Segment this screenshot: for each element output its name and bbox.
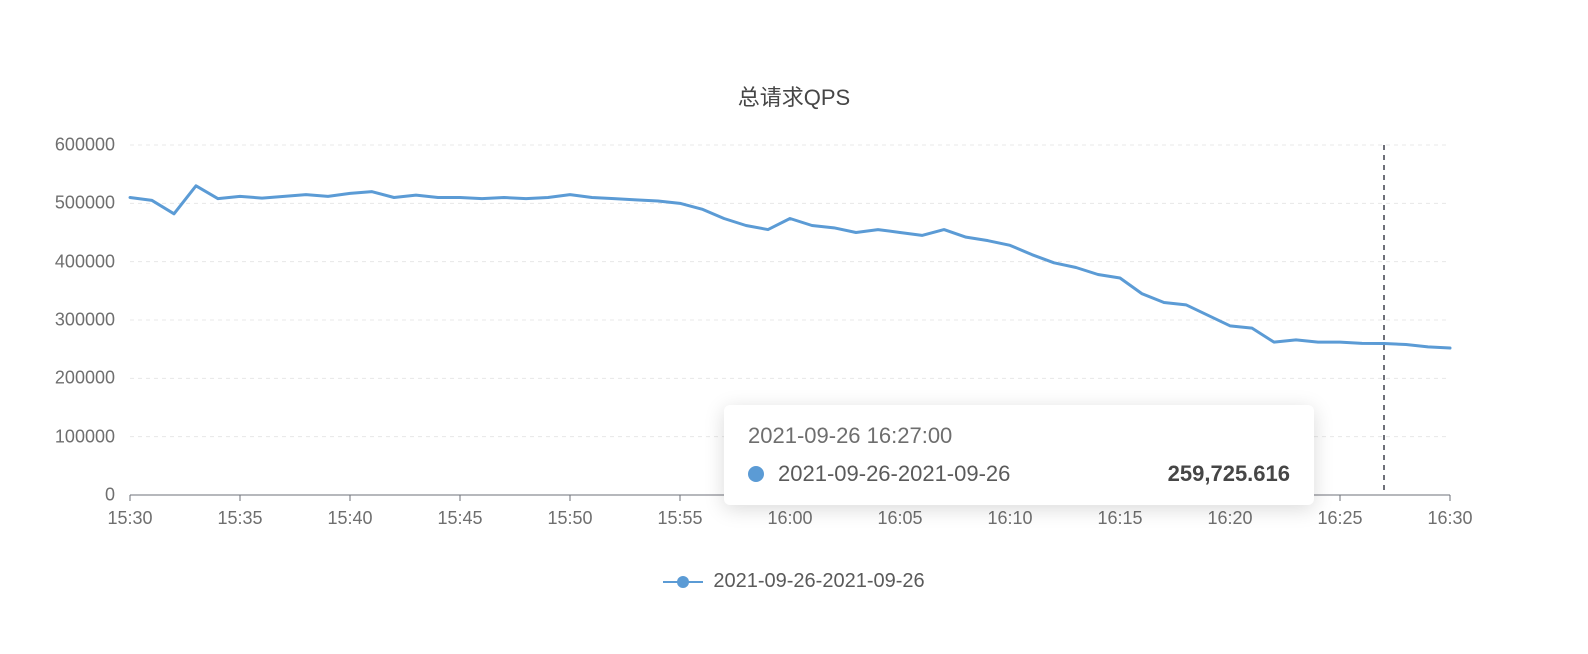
legend-line-icon	[663, 581, 703, 583]
x-tick-label: 16:20	[1207, 508, 1252, 529]
x-axis: 15:3015:3515:4015:4515:5015:5516:0016:05…	[130, 500, 1450, 540]
x-tick-label: 16:25	[1317, 508, 1362, 529]
x-tick-label: 16:30	[1427, 508, 1472, 529]
y-tick-label: 0	[0, 485, 115, 506]
x-tick-label: 15:30	[107, 508, 152, 529]
x-tick-label: 15:40	[327, 508, 372, 529]
x-tick-label: 15:50	[547, 508, 592, 529]
legend-dot-icon	[677, 576, 689, 588]
x-tick-label: 15:35	[217, 508, 262, 529]
y-tick-label: 500000	[0, 193, 115, 214]
y-tick-label: 300000	[0, 310, 115, 331]
tooltip-dot-icon	[748, 466, 764, 482]
x-tick-label: 16:10	[987, 508, 1032, 529]
tooltip-value: 259,725.616	[1168, 461, 1290, 487]
y-tick-label: 400000	[0, 251, 115, 272]
legend-label: 2021-09-26-2021-09-26	[713, 570, 924, 593]
tooltip-row: 2021-09-26-2021-09-26 259,725.616	[748, 461, 1290, 487]
chart-container: 总请求QPS 0 100000 200000 300000 400000 500000 60…	[0, 0, 1588, 654]
y-tick-label: 600000	[0, 135, 115, 156]
x-tick-label: 16:00	[767, 508, 812, 529]
x-tick-label: 15:45	[437, 508, 482, 529]
x-tick-label: 15:55	[657, 508, 702, 529]
y-axis: 0100000200000300000400000500000600000	[0, 145, 125, 495]
x-tick-label: 16:15	[1097, 508, 1142, 529]
y-tick-label: 200000	[0, 368, 115, 389]
legend[interactable]: 2021-09-26-2021-09-26	[0, 570, 1588, 593]
tooltip-title: 2021-09-26 16:27:00	[748, 423, 1290, 449]
chart-title: 总请求QPS	[0, 0, 1588, 112]
tooltip-series-label: 2021-09-26-2021-09-26	[778, 461, 1124, 487]
tooltip: 2021-09-26 16:27:00 2021-09-26-2021-09-2…	[724, 405, 1314, 505]
y-tick-label: 100000	[0, 426, 115, 447]
x-tick-label: 16:05	[877, 508, 922, 529]
